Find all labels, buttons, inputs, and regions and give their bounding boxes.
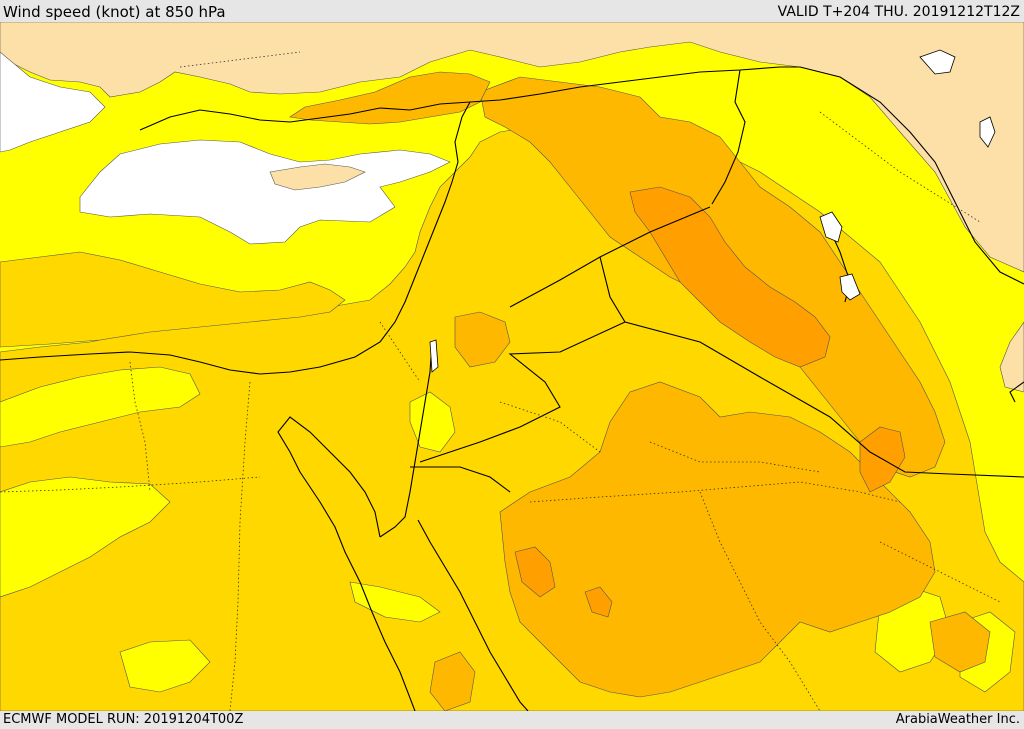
wind-band-1-sw xyxy=(119,639,211,693)
wind-band-3-jordan xyxy=(454,311,511,368)
wind-band-4-arabia-south xyxy=(584,586,613,618)
map-title: Wind speed (knot) at 850 hPa xyxy=(3,3,226,21)
model-run: ECMWF MODEL RUN: 20191204T00Z xyxy=(3,712,244,727)
wind-speed-map xyxy=(0,22,1024,711)
lake-urmia xyxy=(979,116,996,148)
wind-band-3-arabia xyxy=(499,381,936,698)
wind-band-1-africa xyxy=(0,366,201,448)
lake-van xyxy=(919,49,956,75)
wind-band-4-arabia-west xyxy=(514,546,556,598)
credit-text: ArabiaWeather Inc. xyxy=(895,712,1020,727)
dead-sea xyxy=(429,339,439,373)
calm-land-east xyxy=(999,321,1024,393)
wind-band-3-redsea-coast xyxy=(429,651,476,711)
footer-bar: ECMWF MODEL RUN: 20191204T00Z ArabiaWeat… xyxy=(0,711,1024,729)
coastlines-borders xyxy=(0,66,1024,711)
calm-land-north xyxy=(0,22,1024,273)
wind-band-1-redsea xyxy=(349,581,441,623)
wind-band-1-sahara xyxy=(0,476,171,598)
wind-band-2-west xyxy=(0,251,346,348)
calm-sea-aegean xyxy=(0,51,106,153)
valid-time: VALID T+204 THU. 20191212T12Z xyxy=(777,4,1020,20)
wind-band-3-se-coast xyxy=(929,611,991,673)
wind-band-1-sinai xyxy=(409,391,456,453)
reservoir-iraq xyxy=(819,211,843,243)
reservoir-iraq-2 xyxy=(839,273,861,301)
wind-band-3-north xyxy=(289,71,491,125)
header-bar: Wind speed (knot) at 850 hPa VALID T+204… xyxy=(0,0,1024,22)
calm-sea-mediterranean xyxy=(79,139,451,245)
calm-land-cyprus xyxy=(269,163,366,191)
internal-boundaries xyxy=(0,51,1001,711)
wind-band-4-core xyxy=(629,186,831,368)
